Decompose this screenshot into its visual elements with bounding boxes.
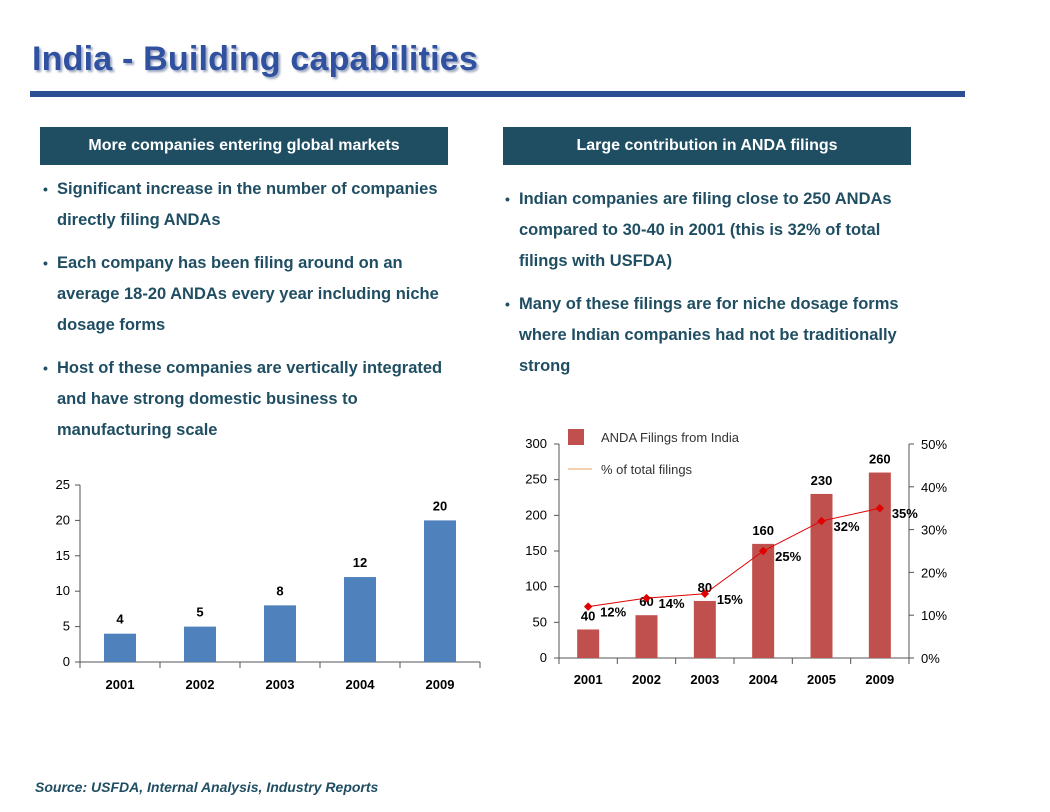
legend-label-bars: ANDA Filings from India bbox=[601, 430, 740, 445]
x-category-label: 2001 bbox=[106, 677, 135, 692]
right-bullet-list: Indian companies are filing close to 250… bbox=[505, 184, 905, 394]
page-title: India - Building capabilities bbox=[32, 40, 478, 78]
bar bbox=[577, 629, 600, 658]
bar bbox=[424, 520, 456, 662]
left-bullet-list: Significant increase in the number of co… bbox=[43, 174, 443, 458]
percent-data-label: 32% bbox=[834, 519, 860, 534]
bar-data-label: 160 bbox=[752, 523, 774, 538]
left-bullet-item: Significant increase in the number of co… bbox=[43, 174, 443, 236]
percent-point-marker bbox=[875, 503, 885, 513]
percent-data-label: 35% bbox=[892, 506, 918, 521]
y2-tick-label: 40% bbox=[921, 480, 947, 495]
left-panel-header: More companies entering global markets bbox=[40, 127, 448, 165]
bar bbox=[752, 543, 775, 658]
percent-series-line bbox=[588, 507, 880, 608]
right-panel-header: Large contribution in ANDA filings bbox=[503, 127, 911, 165]
bar-data-label: 260 bbox=[869, 452, 891, 467]
x-category-label: 2001 bbox=[574, 672, 603, 687]
left-bullet-item: Each company has been filing around on a… bbox=[43, 248, 443, 341]
percent-data-label: 25% bbox=[775, 549, 801, 564]
x-category-label: 2004 bbox=[346, 677, 376, 692]
bar bbox=[184, 626, 216, 662]
bar bbox=[104, 633, 136, 662]
y2-tick-label: 10% bbox=[921, 608, 947, 623]
bar-data-label: 40 bbox=[581, 608, 595, 623]
y-tick-label: 25 bbox=[56, 477, 70, 492]
y2-tick-label: 30% bbox=[921, 523, 947, 538]
bar-data-label: 4 bbox=[116, 612, 124, 627]
x-category-label: 2002 bbox=[632, 672, 661, 687]
x-category-label: 2003 bbox=[690, 672, 719, 687]
percent-data-label: 14% bbox=[659, 596, 685, 611]
percent-point-marker bbox=[817, 516, 826, 526]
percent-data-label: 15% bbox=[717, 592, 743, 607]
y2-tick-label: 20% bbox=[921, 565, 947, 580]
y-tick-label: 0 bbox=[63, 654, 70, 669]
percent-point-marker bbox=[758, 546, 768, 556]
percent-point-marker bbox=[583, 602, 593, 611]
y-tick-label: 300 bbox=[525, 436, 547, 451]
x-category-label: 2009 bbox=[426, 677, 455, 692]
y-tick-label: 10 bbox=[56, 583, 70, 598]
bar bbox=[264, 605, 296, 662]
bar bbox=[635, 615, 658, 658]
y-tick-label: 0 bbox=[540, 650, 547, 665]
bar bbox=[810, 493, 833, 658]
y-tick-label: 100 bbox=[525, 579, 547, 594]
x-category-label: 2009 bbox=[865, 672, 894, 687]
source-note: Source: USFDA, Internal Analysis, Indust… bbox=[35, 779, 379, 795]
y-tick-label: 250 bbox=[525, 472, 547, 487]
bar-data-label: 230 bbox=[811, 473, 833, 488]
y2-tick-label: 50% bbox=[921, 437, 947, 452]
y-tick-label: 15 bbox=[56, 548, 70, 563]
percent-point-marker bbox=[700, 589, 710, 599]
bar-data-label: 5 bbox=[196, 605, 203, 620]
percent-point-marker bbox=[642, 593, 651, 603]
bar-data-label: 20 bbox=[433, 498, 447, 513]
y-tick-label: 5 bbox=[63, 619, 70, 634]
title-rule bbox=[30, 91, 965, 97]
x-category-label: 2003 bbox=[266, 677, 295, 692]
bar bbox=[693, 600, 716, 658]
left-bullet-item: Host of these companies are vertically i… bbox=[43, 353, 443, 446]
bar bbox=[344, 577, 376, 662]
y-tick-label: 200 bbox=[525, 507, 547, 522]
legend-swatch-bars bbox=[568, 429, 584, 445]
bar-data-label: 12 bbox=[353, 555, 367, 570]
y2-tick-label: 0% bbox=[921, 651, 940, 666]
right-bullet-item: Many of these filings are for niche dosa… bbox=[505, 289, 905, 382]
x-category-label: 2004 bbox=[749, 672, 779, 687]
right-bullet-item: Indian companies are filing close to 250… bbox=[505, 184, 905, 277]
percent-data-label: 12% bbox=[600, 605, 626, 620]
bar bbox=[868, 472, 891, 658]
x-category-label: 2002 bbox=[186, 677, 215, 692]
y-tick-label: 50 bbox=[533, 614, 547, 629]
bar-data-label: 8 bbox=[276, 583, 283, 598]
x-category-label: 2005 bbox=[807, 672, 836, 687]
y-tick-label: 20 bbox=[56, 512, 70, 527]
legend-label-line: % of total filings bbox=[601, 462, 693, 477]
y-tick-label: 150 bbox=[525, 543, 547, 558]
